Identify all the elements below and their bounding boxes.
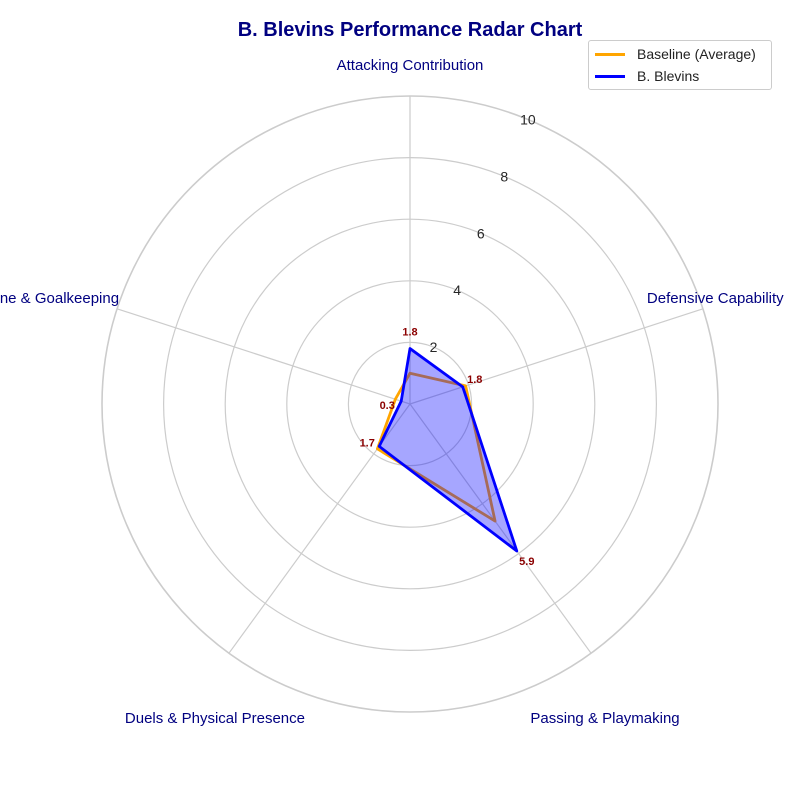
grid-spoke-2 bbox=[409, 403, 592, 654]
legend: Baseline (Average) B. Blevins bbox=[588, 40, 772, 90]
series-polygon-1 bbox=[377, 347, 519, 553]
chart-title: B. Blevins Performance Radar Chart bbox=[237, 19, 583, 41]
label-layer: Attacking Contribution Defensive Capabili… bbox=[0, 57, 784, 727]
data-point bbox=[376, 447, 379, 450]
axis-label: Discipline & Goalkeeping bbox=[0, 290, 119, 307]
legend-item-baseline: Baseline (Average) bbox=[595, 46, 756, 62]
data-point bbox=[409, 347, 411, 350]
radial-tick-label: 4 bbox=[453, 282, 461, 298]
axis-label: Passing & Playmaking bbox=[530, 710, 679, 727]
data-point bbox=[400, 400, 403, 403]
axis-label: Duels & Physical Presence bbox=[125, 710, 305, 727]
grid-spoke-4 bbox=[116, 308, 411, 405]
data-point bbox=[394, 398, 397, 401]
legend-item-blevins: B. Blevins bbox=[595, 68, 699, 84]
grid-spoke-1 bbox=[409, 308, 704, 405]
legend-swatch-blevins bbox=[595, 74, 625, 78]
data-point bbox=[464, 384, 467, 387]
radial-tick-label: 10 bbox=[520, 111, 536, 127]
data-point bbox=[494, 520, 497, 523]
data-point bbox=[515, 550, 518, 553]
data-point bbox=[461, 385, 464, 388]
data-label: 0.3 bbox=[380, 400, 395, 412]
data-point bbox=[409, 372, 411, 375]
axis-label: Attacking Contribution bbox=[337, 57, 484, 74]
legend-swatch-baseline bbox=[595, 52, 625, 56]
data-label: 5.9 bbox=[519, 556, 534, 568]
radial-tick-label: 8 bbox=[500, 168, 508, 184]
data-point bbox=[378, 445, 381, 448]
legend-label-blevins: B. Blevins bbox=[637, 68, 700, 84]
grid-layer: 2 4 6 8 10 bbox=[101, 95, 719, 713]
data-label: 1.7 bbox=[360, 437, 375, 449]
series-layer bbox=[376, 347, 519, 553]
legend-label-baseline: Baseline (Average) bbox=[637, 46, 756, 62]
data-label: 1.8 bbox=[402, 327, 417, 339]
radial-tick-label: 2 bbox=[430, 339, 438, 355]
radial-tick-label: 6 bbox=[477, 225, 485, 241]
axis-label: Defensive Capability bbox=[647, 290, 784, 307]
data-label: 1.8 bbox=[467, 374, 482, 386]
